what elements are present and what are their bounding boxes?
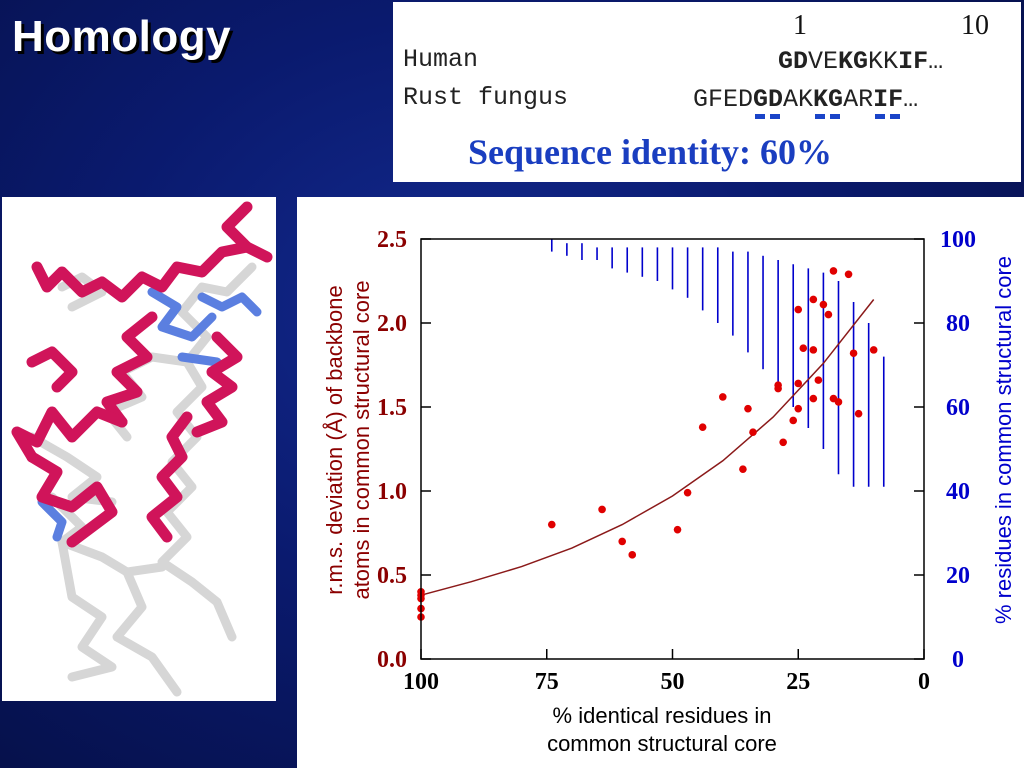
- sequence-alignment: 1 10 Human Rust fungus GDVEKGKKIF… GFEDG…: [403, 10, 989, 172]
- data-point: [673, 525, 682, 534]
- y2-tick-label: 100: [940, 227, 976, 253]
- species-human: Human: [403, 45, 478, 74]
- sequence-segment: AR: [843, 85, 873, 114]
- y-axis-label-line-1: r.m.s. deviation (Å) of backbone: [322, 285, 347, 594]
- data-point: [547, 520, 556, 529]
- data-point: [739, 465, 747, 473]
- data-point: [774, 381, 782, 389]
- sequence-segment: …: [928, 47, 943, 76]
- protein-structure-image: [2, 197, 276, 701]
- y2-tick-label: 20: [946, 563, 970, 589]
- residue-position-10: 10: [961, 10, 989, 41]
- identity-marker: [770, 114, 780, 119]
- core-residue-ranges: [550, 239, 885, 487]
- data-point: [794, 404, 803, 413]
- data-point: [844, 270, 853, 279]
- sequence-segment: KG: [838, 47, 868, 76]
- sequence-rust-fungus: GFEDGDAKKGARIF…: [693, 85, 918, 114]
- sequence-segment: GFED: [693, 85, 753, 114]
- x-tick-label: 25: [786, 669, 810, 695]
- x-tick-label: 100: [403, 669, 439, 695]
- data-point: [834, 398, 843, 406]
- data-points: [417, 267, 878, 621]
- x-axis-label-line-1: % identical residues in: [553, 703, 772, 728]
- data-point: [814, 376, 823, 384]
- sequence-segment: VE: [808, 47, 838, 76]
- data-point: [854, 409, 863, 418]
- data-point: [598, 505, 606, 514]
- x-tick-label: 75: [535, 669, 559, 695]
- data-point: [794, 305, 803, 314]
- sequence-identity-label: Sequence identity: 60%: [468, 132, 832, 172]
- fit-curve: [420, 299, 875, 596]
- sequence-alignment-panel: 1 10 Human Rust fungus GDVEKGKKIF… GFEDG…: [393, 2, 1021, 182]
- identity-marker: [890, 114, 900, 119]
- data-point: [779, 438, 787, 447]
- x-axis-label-line-2: common structural core: [547, 731, 777, 756]
- identity-marker: [875, 114, 885, 119]
- rmsd-scatter-chart: 100 75 50 25 0 0.0 0.5 1.0 1.5 2.0 2.5 0 20 40 60 80 1…: [322, 227, 1016, 756]
- data-point: [819, 300, 828, 309]
- residue-position-1: 1: [793, 10, 807, 41]
- data-point: [698, 423, 707, 431]
- y2-axis-label: % residues in common structural core: [991, 256, 1016, 624]
- data-point: [744, 404, 752, 413]
- y-tick-label: 1.5: [377, 395, 407, 421]
- x-axis-ticks: 100 75 50 25 0: [403, 649, 930, 695]
- data-point: [829, 267, 838, 275]
- y2-tick-label: 60: [946, 395, 970, 421]
- y-tick-label: 0.0: [377, 647, 407, 673]
- y-tick-label: 2.5: [377, 227, 407, 253]
- y2-tick-label: 40: [946, 479, 970, 505]
- data-point: [683, 488, 692, 497]
- slide-title: Homology: [12, 12, 232, 61]
- x-tick-label: 0: [918, 669, 930, 695]
- sequence-segment: GD: [778, 47, 808, 76]
- data-point: [809, 295, 818, 304]
- y-axis-label-line-2: atoms in common structural core: [349, 280, 374, 599]
- data-point: [719, 393, 727, 401]
- y-tick-label: 0.5: [377, 563, 407, 589]
- superposed-backbone-structures: [11, 201, 273, 697]
- data-point: [794, 379, 803, 388]
- y-tick-label: 1.0: [377, 479, 407, 505]
- data-point: [809, 394, 818, 403]
- sequence-human: GDVEKGKKIF…: [778, 47, 943, 76]
- sequence-segment: KK: [868, 47, 898, 76]
- data-point: [849, 349, 858, 358]
- x-tick-label: 50: [661, 669, 685, 695]
- chart-panel: 100 75 50 25 0 0.0 0.5 1.0 1.5 2.0 2.5 0 20 40 60 80 1…: [297, 197, 1024, 768]
- data-point: [618, 537, 626, 546]
- sequence-segment: KG: [813, 85, 843, 114]
- identical-residue-markers: [755, 114, 900, 119]
- identity-marker: [815, 114, 825, 119]
- identity-marker: [755, 114, 765, 119]
- data-point: [799, 344, 808, 352]
- data-point: [789, 416, 798, 425]
- magenta-backbone-trace: [11, 201, 273, 548]
- sequence-segment: IF: [898, 47, 928, 76]
- data-point: [749, 428, 757, 436]
- y-tick-label: 2.0: [377, 311, 407, 337]
- plot-frame: [420, 238, 925, 660]
- y2-tick-label: 0: [952, 647, 964, 673]
- y2-axis-ticks: 0 20 40 60 80 100: [914, 227, 976, 673]
- sequence-segment: AK: [783, 85, 813, 114]
- species-rust-fungus: Rust fungus: [403, 83, 568, 112]
- sequence-segment: IF: [873, 85, 903, 114]
- sequence-segment: GD: [753, 85, 783, 114]
- sequence-segment: …: [903, 85, 918, 114]
- identity-marker: [830, 114, 840, 119]
- data-point: [628, 551, 637, 559]
- y-axis-ticks: 0.0 0.5 1.0 1.5 2.0 2.5: [377, 227, 431, 673]
- data-point: [809, 346, 818, 354]
- data-point: [824, 310, 833, 319]
- data-point: [869, 346, 878, 354]
- y2-tick-label: 80: [946, 311, 970, 337]
- blue-backbone-segments: [37, 287, 262, 542]
